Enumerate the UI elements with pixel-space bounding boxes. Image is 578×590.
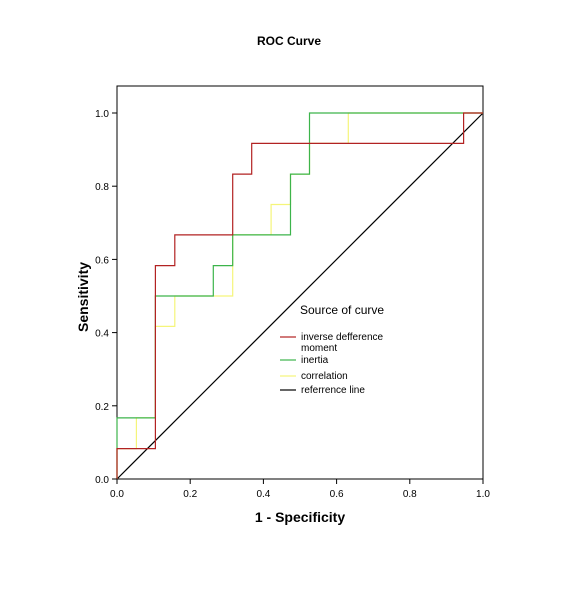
y-tick-label: 1.0 <box>95 109 109 120</box>
series-line-inverse-defference-moment <box>116 112 483 479</box>
x-tick-label: 0.8 <box>403 489 417 500</box>
legend-label: correlation <box>301 371 348 382</box>
y-tick-label: 0.0 <box>95 475 109 486</box>
y-axis-label: Sensitivity <box>75 262 91 332</box>
x-tick-label: 0.2 <box>183 489 197 500</box>
y-tick-label: 0.4 <box>95 329 109 340</box>
legend-label: inertia <box>301 355 329 366</box>
plot-area-frame <box>116 85 484 480</box>
x-tick-label: 0.4 <box>256 489 270 500</box>
chart-title: ROC Curve <box>257 34 321 48</box>
series-layer <box>116 112 484 480</box>
series-line-inertia <box>116 112 483 479</box>
series-line-referrence-line <box>116 112 484 480</box>
y-tick-label: 0.2 <box>95 402 109 413</box>
legend-title: Source of curve <box>300 303 384 317</box>
x-tick-label: 0.0 <box>110 489 124 500</box>
legend-label: inverse defference moment <box>301 332 384 354</box>
ticks-layer: 0.00.0 0.2 0.2 0.4 0.4 0.6 0.6 0.8 0.8 1.0 1.0 <box>95 109 490 500</box>
y-tick-label: 0.8 <box>95 182 109 193</box>
y-tick-label: 0.6 <box>95 255 109 266</box>
x-tick-label: 0.6 <box>330 489 344 500</box>
legend: Source of curve inverse defference moment… <box>280 303 384 396</box>
x-axis-label: 1 - Specificity <box>255 509 345 525</box>
x-tick-label: 1.0 <box>476 489 490 500</box>
legend-label: referrence line <box>301 385 365 396</box>
